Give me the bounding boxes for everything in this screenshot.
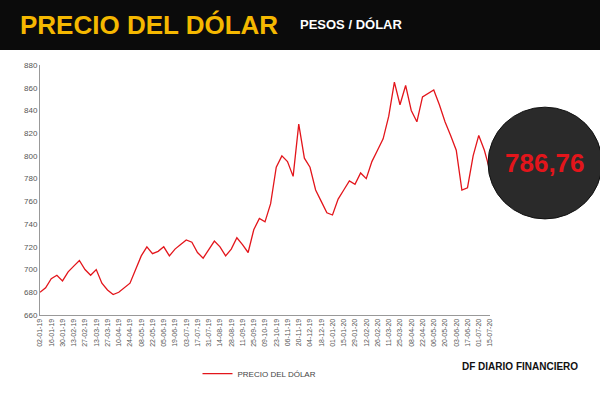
svg-text:27-03-19: 27-03-19 — [104, 319, 111, 347]
svg-text:880: 880 — [24, 61, 38, 70]
svg-text:PRECIO DEL DÓLAR: PRECIO DEL DÓLAR — [238, 370, 316, 379]
svg-text:18-12-19: 18-12-19 — [318, 319, 325, 347]
svg-text:04-12-19: 04-12-19 — [306, 319, 313, 347]
svg-text:25-09-19: 25-09-19 — [250, 319, 257, 347]
svg-text:820: 820 — [24, 129, 38, 138]
svg-text:19-06-19: 19-06-19 — [171, 319, 178, 347]
svg-text:14-08-19: 14-08-19 — [216, 319, 223, 347]
svg-text:786,76: 786,76 — [505, 148, 585, 178]
svg-text:25-03-20: 25-03-20 — [396, 319, 403, 347]
svg-text:24-04-19: 24-04-19 — [126, 319, 133, 347]
svg-text:30-01-19: 30-01-19 — [59, 319, 66, 347]
svg-text:22-05-19: 22-05-19 — [149, 319, 156, 347]
svg-text:860: 860 — [24, 84, 38, 93]
svg-text:03-07-19: 03-07-19 — [183, 319, 190, 347]
html-text:PRECIO DEL DÓLAR: PRECIO DEL DÓLAR — [20, 10, 279, 40]
svg-text:08-04-20: 08-04-20 — [408, 319, 415, 347]
svg-text:16-01-19: 16-01-19 — [48, 319, 55, 347]
html-text:PESOS / DÓLAR: PESOS / DÓLAR — [300, 17, 402, 32]
svg-text:13-02-19: 13-02-19 — [70, 319, 77, 347]
svg-text:17-07-19: 17-07-19 — [194, 319, 201, 347]
svg-text:01-07-20: 01-07-20 — [475, 319, 482, 347]
svg-text:08-05-19: 08-05-19 — [138, 319, 145, 347]
svg-text:15-01-20: 15-01-20 — [340, 319, 347, 347]
svg-text:26-02-20: 26-02-20 — [374, 319, 381, 347]
svg-text:22-04-20: 22-04-20 — [419, 319, 426, 347]
svg-text:680: 680 — [24, 288, 38, 297]
svg-text:11-03-20: 11-03-20 — [385, 319, 392, 347]
svg-text:11-09-19: 11-09-19 — [239, 319, 246, 347]
svg-text:03-06-20: 03-06-20 — [453, 319, 460, 347]
svg-text:02-01-19: 02-01-19 — [36, 319, 43, 347]
svg-text:740: 740 — [24, 220, 38, 229]
svg-text:17-06-20: 17-06-20 — [464, 319, 471, 347]
svg-text:23-10-19: 23-10-19 — [273, 319, 280, 347]
svg-text:13-03-19: 13-03-19 — [93, 319, 100, 347]
svg-text:31-07-19: 31-07-19 — [205, 319, 212, 347]
svg-text:09-10-19: 09-10-19 — [261, 319, 268, 347]
svg-text:DF DIARIO FINANCIERO: DF DIARIO FINANCIERO — [462, 361, 578, 372]
svg-text:840: 840 — [24, 106, 38, 115]
svg-text:20-11-19: 20-11-19 — [295, 319, 302, 347]
svg-text:760: 760 — [24, 197, 38, 206]
svg-text:05-06-19: 05-06-19 — [160, 319, 167, 347]
svg-text:780: 780 — [24, 174, 38, 183]
svg-text:06-11-19: 06-11-19 — [284, 319, 291, 347]
svg-text:800: 800 — [24, 152, 38, 161]
svg-text:12-02-20: 12-02-20 — [363, 319, 370, 347]
svg-text:20-05-20: 20-05-20 — [441, 319, 448, 347]
svg-text:06-05-20: 06-05-20 — [430, 319, 437, 347]
svg-text:27-02-19: 27-02-19 — [81, 319, 88, 347]
svg-text:720: 720 — [24, 243, 38, 252]
svg-text:660: 660 — [24, 311, 38, 320]
svg-text:01-01-20: 01-01-20 — [329, 319, 336, 347]
svg-text:15-07-20: 15-07-20 — [486, 319, 493, 347]
svg-text:28-08-19: 28-08-19 — [228, 319, 235, 347]
svg-text:10-04-19: 10-04-19 — [115, 319, 122, 347]
svg-text:29-01-20: 29-01-20 — [351, 319, 358, 347]
svg-text:700: 700 — [24, 265, 38, 274]
